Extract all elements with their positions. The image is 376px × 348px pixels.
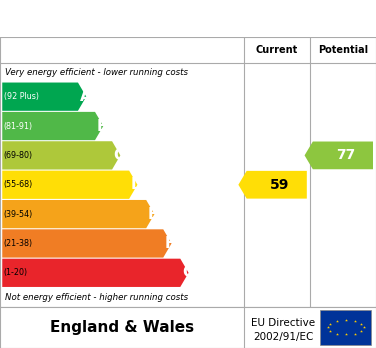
Polygon shape [2, 82, 86, 111]
Text: 2002/91/EC: 2002/91/EC [253, 332, 314, 341]
Text: Potential: Potential [318, 45, 368, 55]
Polygon shape [2, 171, 137, 199]
Text: (1-20): (1-20) [4, 268, 28, 277]
Text: (92 Plus): (92 Plus) [4, 92, 39, 101]
Polygon shape [2, 112, 103, 140]
Text: G: G [182, 265, 194, 280]
Polygon shape [238, 171, 307, 199]
Text: (39-54): (39-54) [4, 209, 33, 219]
Text: Very energy efficient - lower running costs: Very energy efficient - lower running co… [5, 68, 188, 77]
Text: (21-38): (21-38) [4, 239, 33, 248]
Text: 77: 77 [336, 148, 356, 163]
Polygon shape [2, 200, 155, 228]
Text: EU Directive: EU Directive [251, 317, 315, 327]
Bar [320, 310, 371, 345]
Text: C: C [114, 148, 125, 163]
Text: A: A [79, 89, 91, 104]
Polygon shape [2, 141, 120, 169]
Text: (55-68): (55-68) [4, 180, 33, 189]
Text: B: B [97, 119, 108, 134]
Text: (81-91): (81-91) [4, 121, 33, 130]
Text: England & Wales: England & Wales [50, 320, 194, 335]
Text: Energy Efficiency Rating: Energy Efficiency Rating [8, 9, 255, 27]
Polygon shape [2, 259, 189, 287]
Text: Not energy efficient - higher running costs: Not energy efficient - higher running co… [5, 293, 188, 302]
Text: 59: 59 [270, 178, 290, 192]
Polygon shape [305, 142, 373, 169]
Text: Current: Current [256, 45, 298, 55]
Text: (69-80): (69-80) [4, 151, 33, 160]
Text: E: E [148, 207, 158, 222]
Text: F: F [165, 236, 175, 251]
Polygon shape [2, 229, 171, 258]
Text: D: D [130, 177, 143, 192]
